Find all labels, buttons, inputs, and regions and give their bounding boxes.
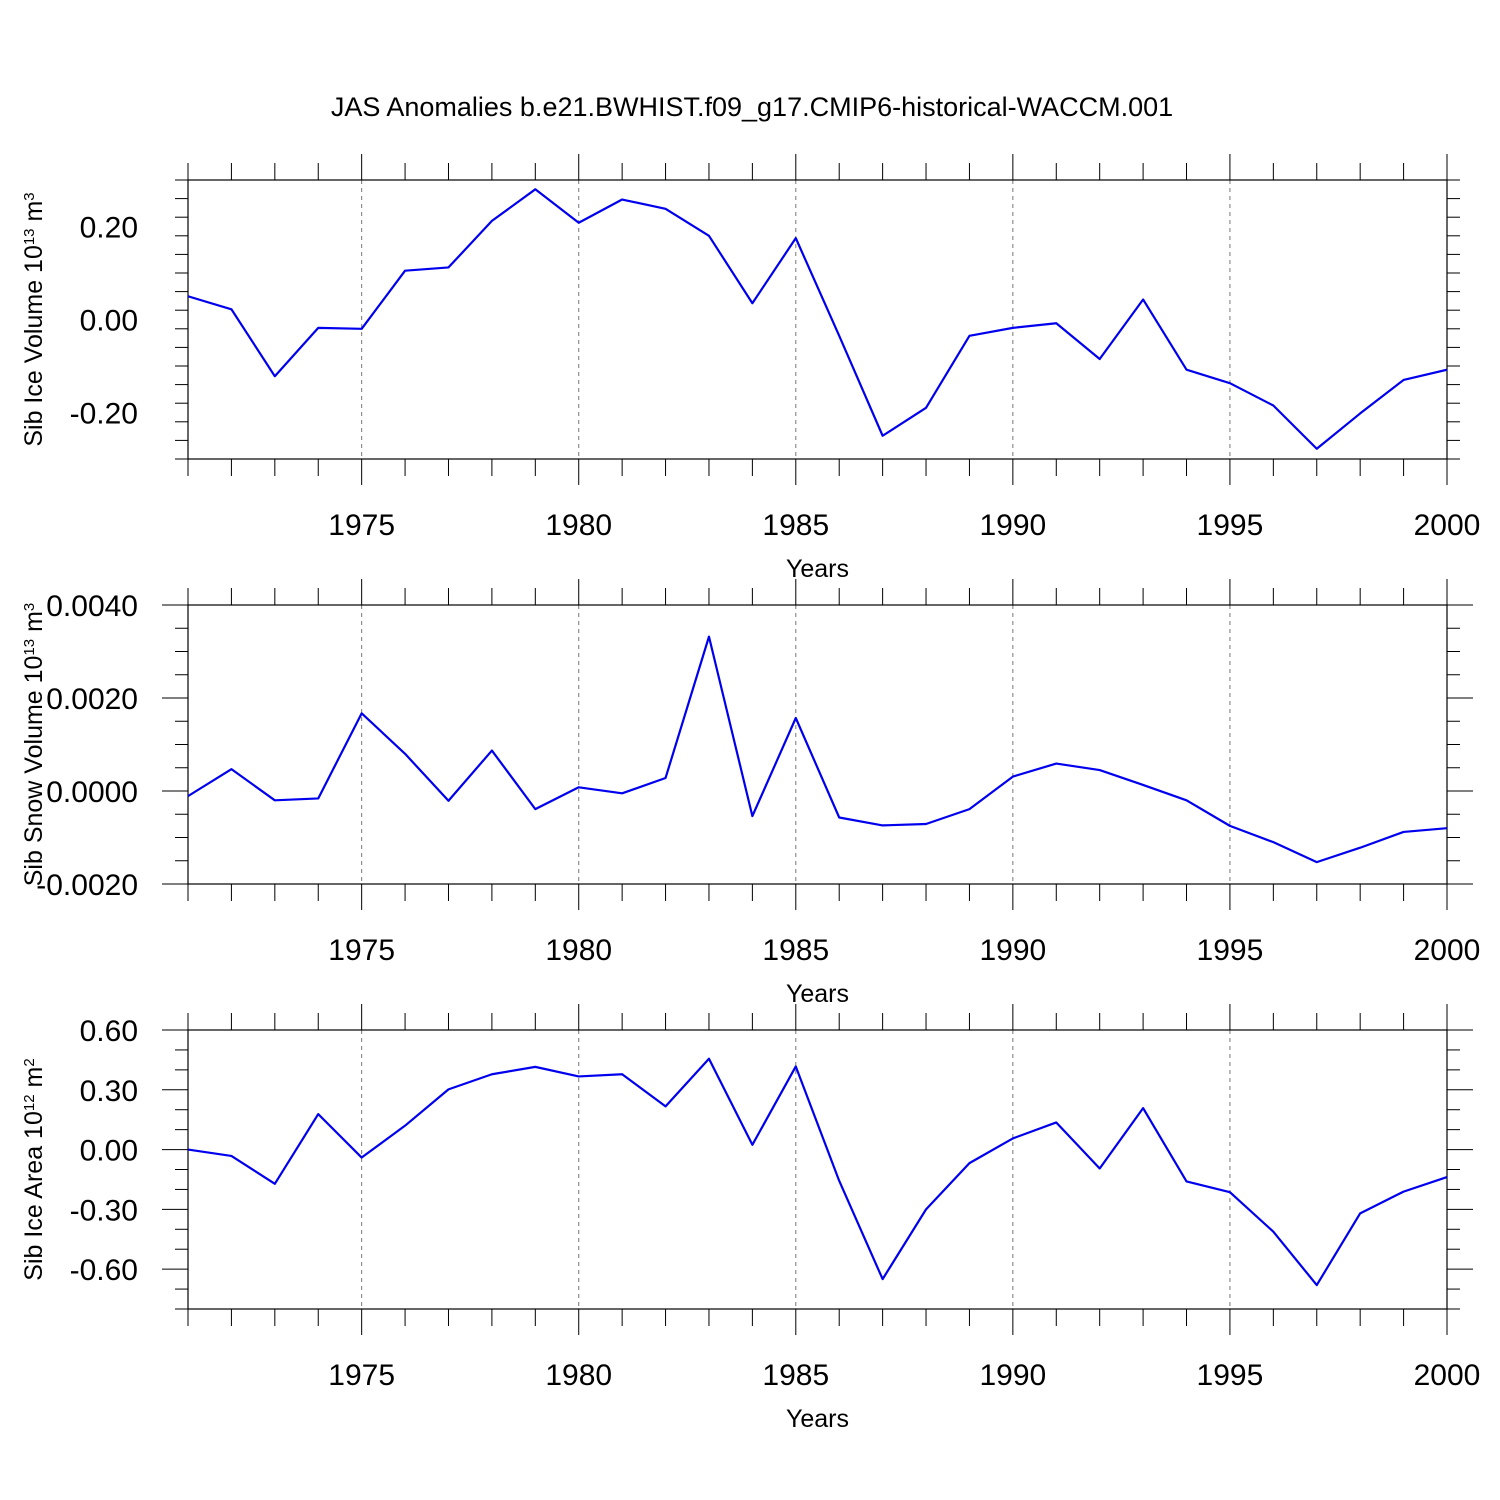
x-tick-label: 1980: [545, 934, 612, 967]
x-axis-title: Years: [786, 555, 849, 583]
plot-frame: [187, 604, 1448, 885]
x-axis-title: Years: [786, 980, 849, 1008]
plot-frame: [187, 179, 1448, 460]
x-tick-label: 1975: [328, 934, 395, 967]
panel-snow: -0.0020 0.0000 0.0020 0.0040 1975 1980 1985 199…: [20, 579, 1480, 1008]
panel-area: -0.60 -0.30 0.00 0.30 0.60 1975 1980 1985 1990 19…: [20, 1004, 1480, 1433]
x-tick-label: 2000: [1414, 509, 1481, 542]
y-axis-title: Sib Ice Volume 1013 m3: [20, 192, 48, 446]
x-tick-label: 1995: [1197, 1359, 1264, 1392]
x-tick-label: 2000: [1414, 934, 1481, 967]
series-line-area: [188, 1057, 1447, 1287]
y-tick-label: 0.30: [80, 1075, 138, 1108]
y-tick-label: 0.0040: [46, 590, 138, 623]
x-tick-label: 2000: [1414, 1359, 1481, 1392]
chart-title: JAS Anomalies b.e21.BWHIST.f09_g17.CMIP6…: [331, 92, 1173, 122]
y-tick-label: 0.0020: [46, 683, 138, 716]
x-tick-label: 1985: [762, 1359, 829, 1392]
panel-volume: -0.20 0.00 0.20 1975 1980 1985 1990 1995 2000 Yea…: [20, 154, 1480, 583]
y-tick-label: -0.20: [70, 398, 138, 431]
x-tick-label: 1980: [545, 509, 612, 542]
y-tick-label: 0.0000: [46, 776, 138, 809]
x-tick-label: 1985: [762, 509, 829, 542]
x-tick-label: 1995: [1197, 509, 1264, 542]
y-tick-label: -0.60: [70, 1254, 138, 1287]
y-axis-title: Sib Ice Area 1012 m2: [20, 1058, 48, 1280]
y-axis-title: Sib Snow Volume 1013 m3: [20, 603, 48, 887]
series-line-snow: [188, 635, 1447, 864]
x-tick-label: 1980: [545, 1359, 612, 1392]
y-tick-label: 0.00: [80, 305, 138, 338]
x-tick-label: 1975: [328, 1359, 395, 1392]
series-line-volume: [188, 188, 1447, 450]
y-tick-label: 0.20: [80, 212, 138, 245]
x-tick-label: 1990: [979, 934, 1046, 967]
x-tick-label: 1975: [328, 509, 395, 542]
x-tick-label: 1990: [979, 1359, 1046, 1392]
y-tick-label: -0.30: [70, 1194, 138, 1227]
y-tick-label: -0.0020: [36, 869, 138, 902]
y-tick-label: 0.00: [80, 1135, 138, 1168]
x-tick-label: 1995: [1197, 934, 1264, 967]
x-tick-label: 1985: [762, 934, 829, 967]
x-tick-label: 1990: [979, 509, 1046, 542]
x-axis-title: Years: [786, 1405, 849, 1433]
y-tick-label: 0.60: [80, 1015, 138, 1048]
plot-frame: [187, 1029, 1448, 1310]
